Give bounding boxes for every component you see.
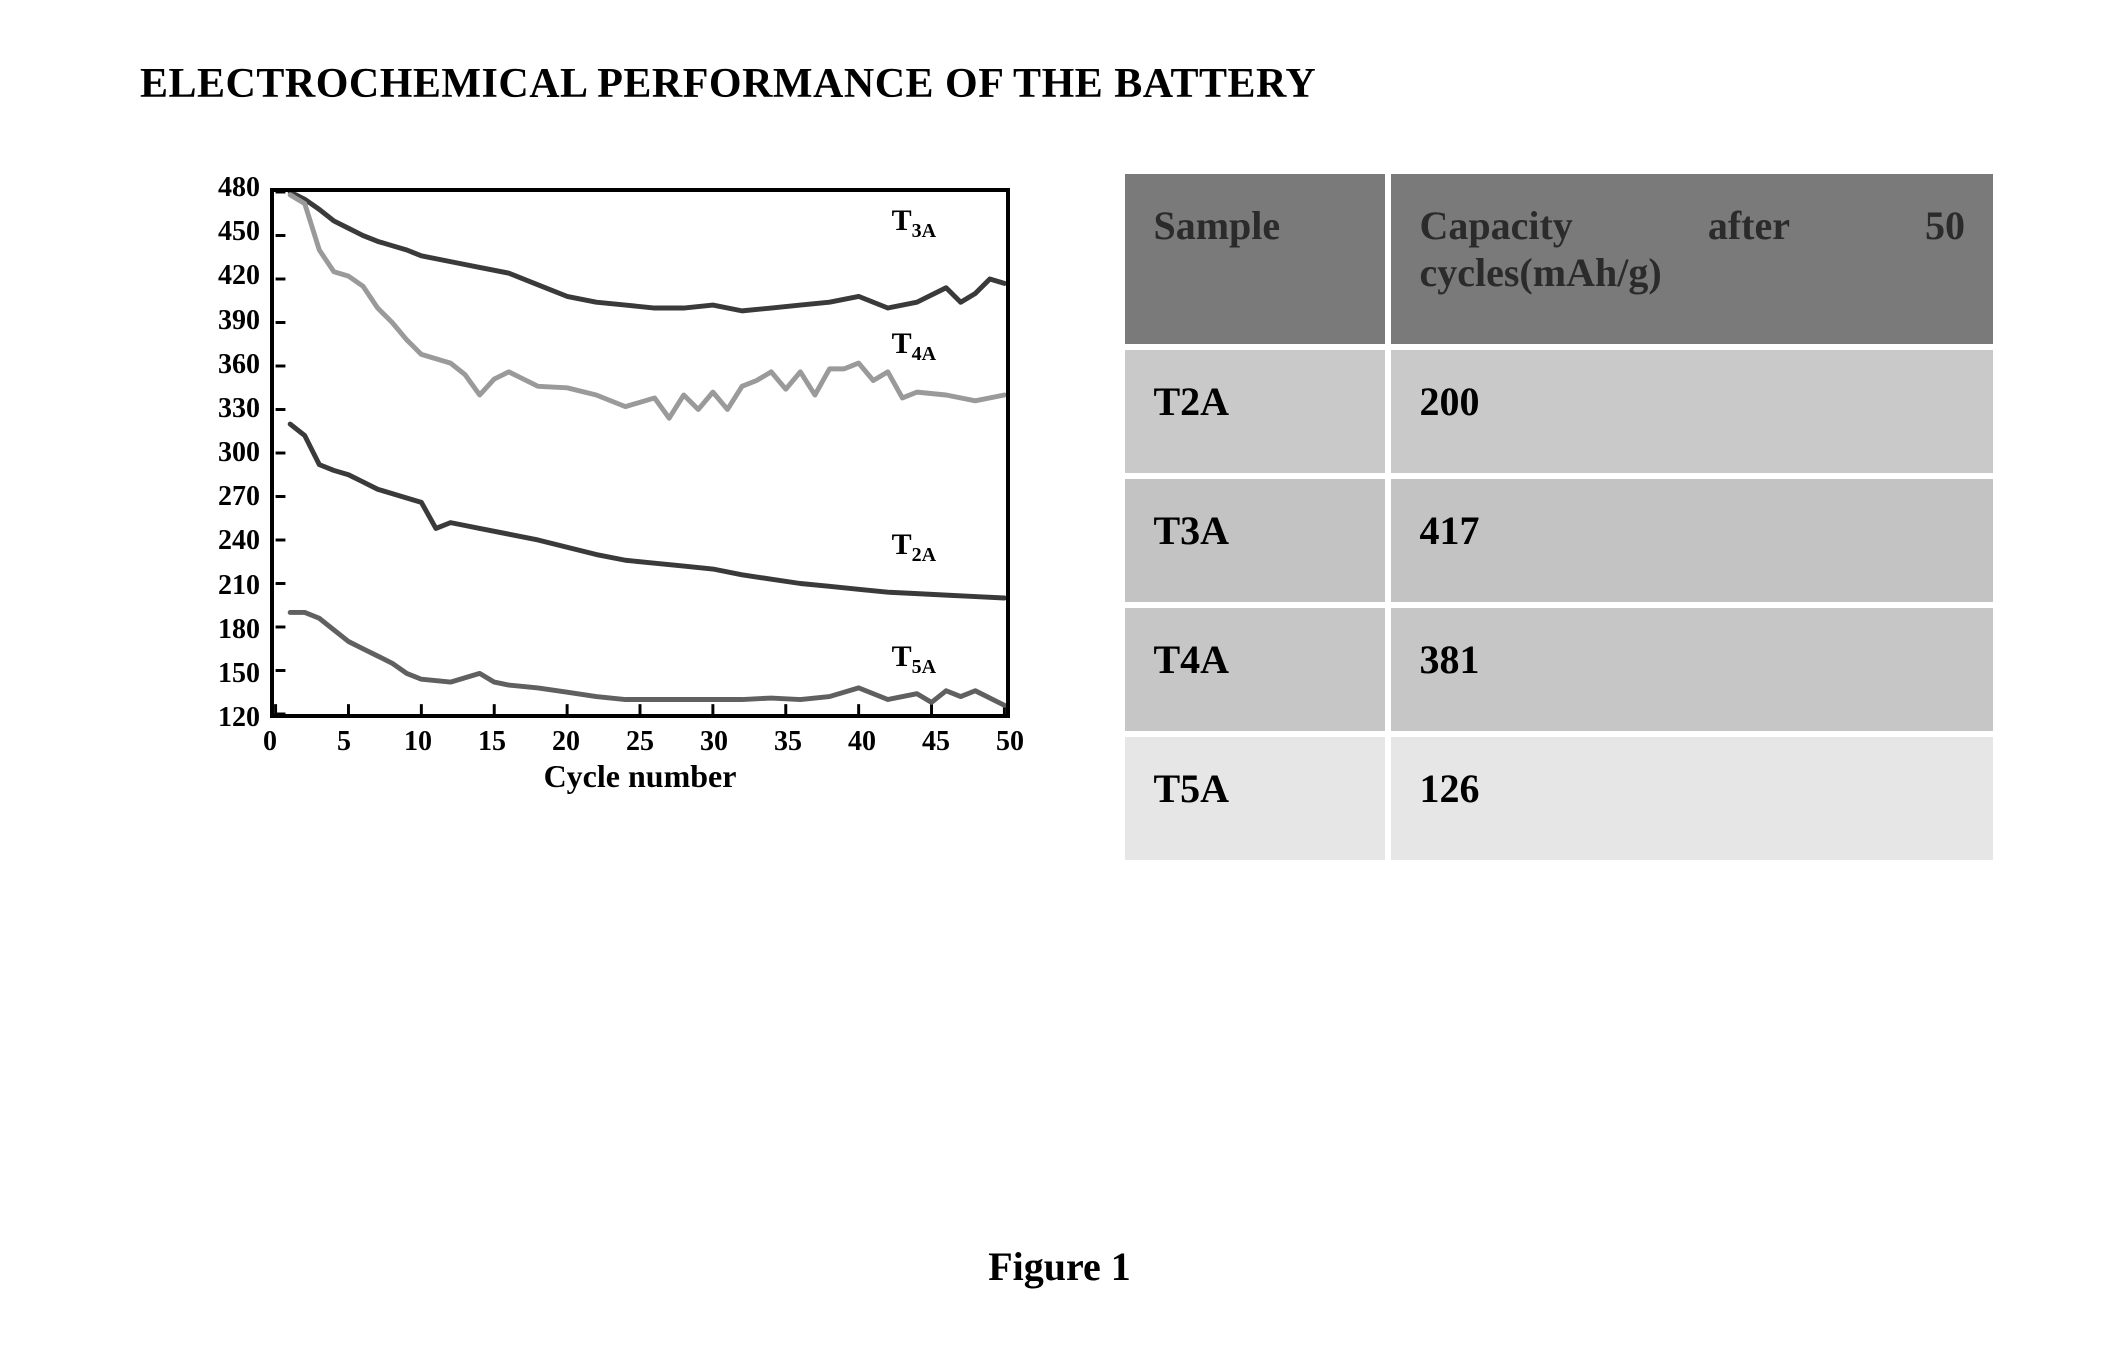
ytick-label: 240	[200, 525, 260, 557]
xtick-label: 25	[610, 726, 670, 758]
cell-sample: T3A	[1125, 479, 1385, 602]
cell-capacity: 200	[1391, 350, 1993, 473]
table-head: Sample Capacity after 50 cycles(mAh/g)	[1125, 174, 1993, 344]
xtick-label: 40	[832, 726, 892, 758]
figure-caption: Figure 1	[0, 1243, 2119, 1290]
hdr-word-1: Capacity	[1419, 202, 1572, 249]
table-header-row: Sample Capacity after 50 cycles(mAh/g)	[1125, 174, 1993, 344]
xtick-label: 0	[240, 726, 300, 758]
table-header-sample: Sample	[1125, 174, 1385, 344]
chart-plot-area	[270, 188, 1010, 718]
ytick-label: 180	[200, 614, 260, 646]
cell-sample: T5A	[1125, 737, 1385, 860]
xtick-label: 50	[980, 726, 1040, 758]
series-label-T5A: T5A	[892, 640, 936, 679]
table-row: T4A381	[1125, 608, 1993, 731]
cell-capacity: 126	[1391, 737, 1993, 860]
series-label-T4A: T4A	[892, 327, 936, 366]
ytick-label: 270	[200, 481, 260, 513]
ytick-label: 150	[200, 658, 260, 690]
ytick-label: 330	[200, 393, 260, 425]
chart-svg	[274, 192, 1006, 714]
cell-capacity: 381	[1391, 608, 1993, 731]
xtick-label: 35	[758, 726, 818, 758]
hdr-word-2: after	[1708, 202, 1790, 249]
xtick-label: 10	[388, 726, 448, 758]
content-row: Specific Capacity(mAhg-1) 12015018021024…	[140, 168, 1999, 866]
table-header-capacity: Capacity after 50 cycles(mAh/g)	[1391, 174, 1993, 344]
series-label-T3A: T3A	[892, 204, 936, 243]
capacity-table: Sample Capacity after 50 cycles(mAh/g) T…	[1119, 168, 1999, 866]
ytick-label: 480	[200, 172, 260, 204]
cell-capacity: 417	[1391, 479, 1993, 602]
ytick-label: 390	[200, 305, 260, 337]
table-row: T2A200	[1125, 350, 1993, 473]
xtick-label: 5	[314, 726, 374, 758]
hdr-word-3: 50	[1925, 202, 1965, 249]
ytick-label: 420	[200, 260, 260, 292]
ytick-label: 210	[200, 570, 260, 602]
ytick-label: 450	[200, 216, 260, 248]
series-label-T2A: T2A	[892, 528, 936, 567]
xtick-label: 45	[906, 726, 966, 758]
xtick-label: 30	[684, 726, 744, 758]
cell-sample: T4A	[1125, 608, 1385, 731]
cell-sample: T2A	[1125, 350, 1385, 473]
xtick-label: 20	[536, 726, 596, 758]
chart-xlabel: Cycle number	[270, 758, 1010, 795]
page: ELECTROCHEMICAL PERFORMANCE OF THE BATTE…	[0, 0, 2119, 1370]
series-T2A	[290, 424, 1004, 598]
table-row: T5A126	[1125, 737, 1993, 860]
table-body: T2A200T3A417T4A381T5A126	[1125, 350, 1993, 860]
ytick-label: 360	[200, 349, 260, 381]
xtick-label: 15	[462, 726, 522, 758]
hdr-line-2: cycles(mAh/g)	[1419, 249, 1965, 296]
capacity-chart: Specific Capacity(mAhg-1) 12015018021024…	[140, 168, 1059, 808]
ytick-label: 300	[200, 437, 260, 469]
page-title: ELECTROCHEMICAL PERFORMANCE OF THE BATTE…	[140, 60, 1999, 108]
table-row: T3A417	[1125, 479, 1993, 602]
